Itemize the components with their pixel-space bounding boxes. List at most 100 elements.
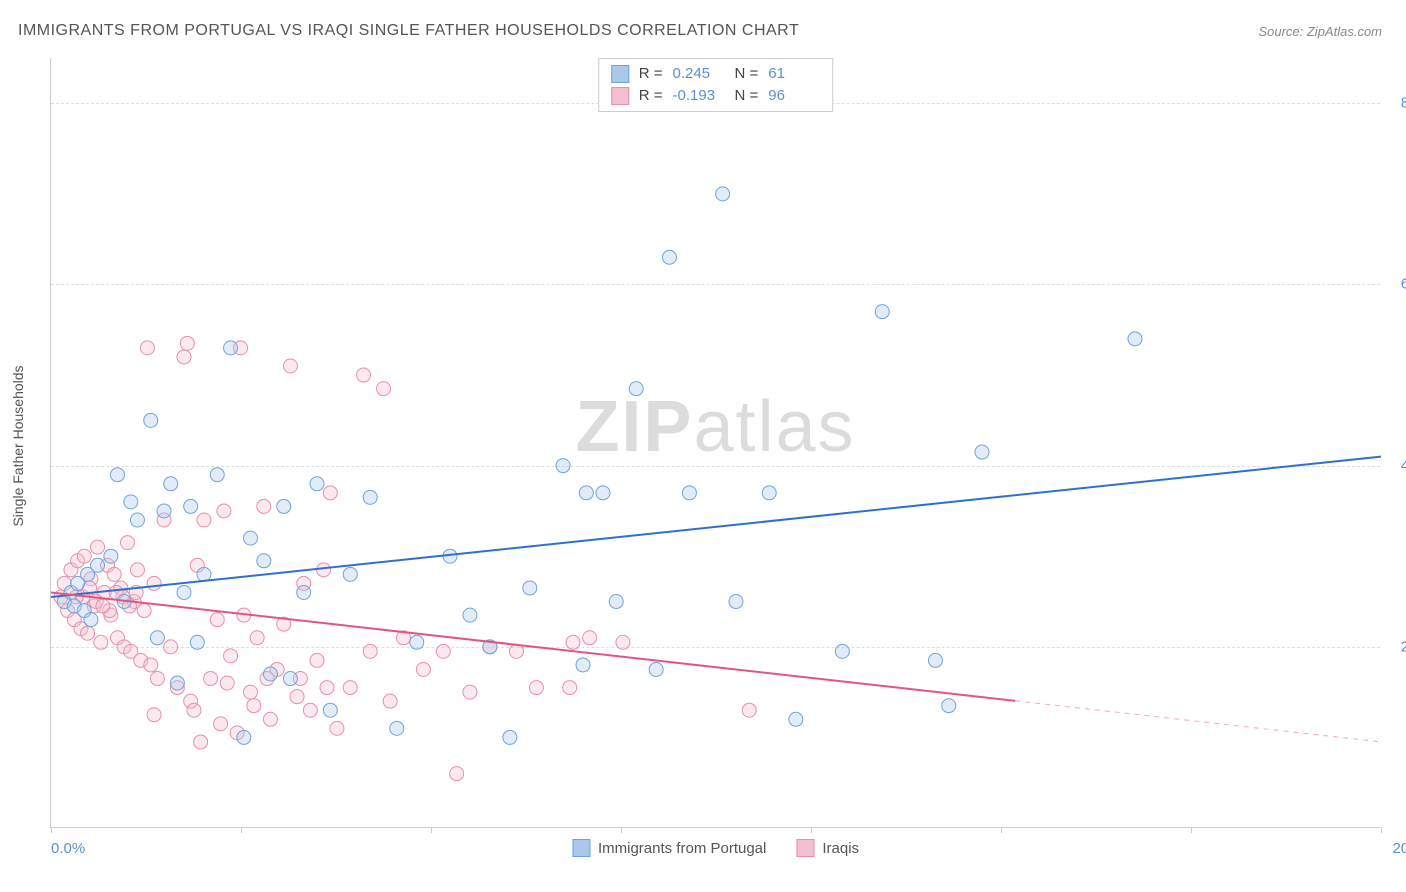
scatter-point xyxy=(257,499,271,513)
scatter-point xyxy=(144,413,158,427)
trend-line-extrapolated xyxy=(1015,701,1381,742)
scatter-point xyxy=(130,513,144,527)
scatter-point xyxy=(120,536,134,550)
scatter-point xyxy=(91,540,105,554)
legend-r-label-0: R = xyxy=(639,63,663,85)
scatter-point xyxy=(363,644,377,658)
scatter-point xyxy=(928,653,942,667)
scatter-point xyxy=(164,640,178,654)
scatter-point xyxy=(184,499,198,513)
correlation-legend: R = 0.245 N = 61 R = -0.193 N = 96 xyxy=(598,58,834,112)
legend-n-label-0: N = xyxy=(735,63,759,85)
scatter-point xyxy=(224,649,238,663)
scatter-point xyxy=(283,359,297,373)
scatter-point xyxy=(190,635,204,649)
legend-r-value-1: -0.193 xyxy=(673,85,725,107)
scatter-point xyxy=(150,631,164,645)
scatter-point xyxy=(762,486,776,500)
scatter-point xyxy=(416,662,430,676)
scatter-point xyxy=(96,599,110,613)
scatter-point xyxy=(197,513,211,527)
x-tick xyxy=(621,827,622,833)
scatter-point xyxy=(94,635,108,649)
legend-swatch-series-1 xyxy=(611,87,629,105)
scatter-point xyxy=(283,672,297,686)
y-tick-label: 8.0% xyxy=(1401,95,1406,112)
y-tick-label: 6.0% xyxy=(1401,276,1406,293)
scatter-point xyxy=(436,644,450,658)
scatter-point xyxy=(835,644,849,658)
scatter-point xyxy=(383,694,397,708)
scatter-point xyxy=(84,613,98,627)
scatter-point xyxy=(144,658,158,672)
scatter-point xyxy=(510,644,524,658)
scatter-point xyxy=(137,604,151,618)
scatter-point xyxy=(323,486,337,500)
scatter-point xyxy=(170,676,184,690)
scatter-point xyxy=(363,490,377,504)
x-tick xyxy=(241,827,242,833)
scatter-point xyxy=(523,581,537,595)
legend-row-series-1: R = -0.193 N = 96 xyxy=(611,85,821,107)
scatter-point xyxy=(244,531,258,545)
scatter-point xyxy=(579,486,593,500)
scatter-point xyxy=(317,563,331,577)
y-tick-label: 4.0% xyxy=(1401,457,1406,474)
scatter-point xyxy=(111,468,125,482)
scatter-point xyxy=(682,486,696,500)
x-tick xyxy=(811,827,812,833)
series-legend-swatch-1 xyxy=(796,839,814,857)
scatter-point xyxy=(629,382,643,396)
series-legend-label-0: Immigrants from Portugal xyxy=(598,840,766,857)
scatter-point xyxy=(563,681,577,695)
scatter-point xyxy=(180,336,194,350)
scatter-point xyxy=(742,703,756,717)
scatter-point xyxy=(875,305,889,319)
y-axis-label: Single Father Households xyxy=(10,365,26,526)
scatter-point xyxy=(303,703,317,717)
x-tick xyxy=(1381,827,1382,833)
scatter-point xyxy=(616,635,630,649)
y-tick-label: 2.0% xyxy=(1401,638,1406,655)
scatter-point xyxy=(150,672,164,686)
scatter-point xyxy=(330,721,344,735)
scatter-point xyxy=(81,626,95,640)
scatter-point xyxy=(217,504,231,518)
trend-line xyxy=(51,457,1381,597)
scatter-point xyxy=(187,703,201,717)
x-tick-label-max: 20.0% xyxy=(1392,840,1406,857)
scatter-point xyxy=(77,549,91,563)
scatter-point xyxy=(596,486,610,500)
scatter-point xyxy=(343,681,357,695)
scatter-point xyxy=(91,558,105,572)
scatter-point xyxy=(210,468,224,482)
scatter-point xyxy=(164,477,178,491)
scatter-point xyxy=(503,730,517,744)
scatter-point xyxy=(942,699,956,713)
series-legend-item-0: Immigrants from Portugal xyxy=(572,839,766,857)
scatter-point xyxy=(250,631,264,645)
scatter-point xyxy=(177,350,191,364)
x-tick xyxy=(51,827,52,833)
legend-r-value-0: 0.245 xyxy=(673,63,725,85)
scatter-point xyxy=(130,563,144,577)
scatter-point xyxy=(197,567,211,581)
scatter-point xyxy=(609,595,623,609)
scatter-point xyxy=(576,658,590,672)
scatter-point xyxy=(297,585,311,599)
scatter-point xyxy=(257,554,271,568)
scatter-point xyxy=(566,635,580,649)
series-legend: Immigrants from Portugal Iraqis xyxy=(572,839,859,857)
scatter-point xyxy=(390,721,404,735)
scatter-point xyxy=(263,712,277,726)
scatter-point xyxy=(310,653,324,667)
scatter-point xyxy=(104,549,118,563)
scatter-point xyxy=(310,477,324,491)
scatter-point xyxy=(583,631,597,645)
scatter-point xyxy=(662,250,676,264)
scatter-point xyxy=(157,504,171,518)
legend-n-value-1: 96 xyxy=(768,85,820,107)
legend-n-label-1: N = xyxy=(735,85,759,107)
scatter-point xyxy=(975,445,989,459)
scatter-point xyxy=(147,576,161,590)
